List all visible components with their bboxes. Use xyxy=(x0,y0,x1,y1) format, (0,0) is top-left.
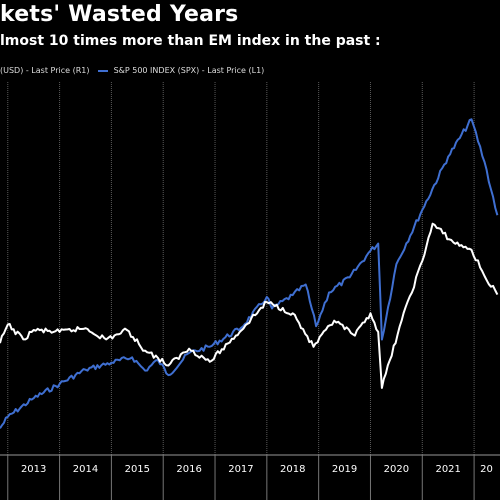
legend-entry-spx: S&P 500 INDEX (SPX) - Last Price (L1) xyxy=(114,66,265,75)
legend-entry-em: (USD) - Last Price (R1) xyxy=(0,66,92,75)
legend-swatch-spx xyxy=(98,69,109,72)
chart-subtitle: lmost 10 times more than EM index in the… xyxy=(0,33,381,49)
legend-label-spx: S&P 500 INDEX (SPX) - Last Price (L1) xyxy=(113,66,265,75)
x-tick-label-2019: 2019 xyxy=(332,464,357,475)
series-lines xyxy=(0,118,499,429)
legend-label-em: (USD) - Last Price (R1) xyxy=(0,66,90,75)
x-tick-label-2020: 2020 xyxy=(384,464,409,475)
x-tick-label-2017: 2017 xyxy=(228,464,253,475)
x-tick-label-2014: 2014 xyxy=(73,464,98,475)
x-tick-label-2013: 2013 xyxy=(21,464,46,475)
chart-title: kets' Wasted Years xyxy=(0,2,239,27)
x-tick-label-20: 20 xyxy=(480,464,493,475)
x-tick-label-2015: 2015 xyxy=(125,464,150,475)
x-tick-label-2018: 2018 xyxy=(280,464,305,475)
series-line-em xyxy=(0,222,499,389)
x-tick-label-2021: 2021 xyxy=(435,464,460,475)
series-line-spx xyxy=(0,118,499,429)
x-tick-label-2016: 2016 xyxy=(176,464,201,475)
gridlines xyxy=(7,82,475,455)
x-axis: 2013 2014 2015 2016 2017 2018 2019 2020 2021 20 xyxy=(0,454,500,500)
legend: (USD) - Last Price (R1) S&P 500 INDEX (S… xyxy=(0,66,264,75)
